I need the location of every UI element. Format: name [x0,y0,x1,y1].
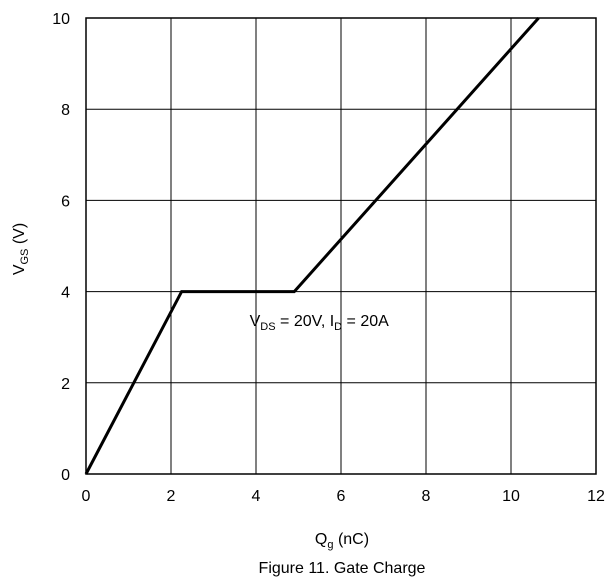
y-tick-label: 4 [61,285,70,302]
x-axis-label-subscript: g [327,539,333,551]
x-axis-label-suffix: (nC) [334,531,370,548]
annotation-text-part: = 20A [342,313,389,330]
y-tick-label: 10 [52,11,70,28]
y-axis-label: VGS (V) [11,223,31,275]
x-tick-label: 8 [422,488,431,505]
y-tick-label: 0 [61,467,70,484]
frame-layer [85,17,597,475]
annotation-label: VDS = 20V, ID = 20A [250,313,390,333]
figure-caption: Figure 11. Gate Charge [259,560,426,577]
series-line [84,17,540,475]
plot-frame [85,17,597,475]
grid-layer [86,18,596,474]
y-tick-label: 2 [61,376,70,393]
x-axis-label: Qg (nC) [315,531,369,551]
x-tick-label: 12 [587,488,605,505]
annotation-subscript: D [334,321,342,333]
annotation-text-part: V [250,313,261,330]
annotation-text-part: = 20V, I [276,313,335,330]
tick-layer: 0 2 4 6 8 10 12 0 2 4 6 8 10 [52,11,605,505]
series-layer [84,17,540,475]
annotation-subscript: DS [260,321,275,333]
y-axis-label-subscript: GS [19,249,31,265]
x-tick-label: 10 [502,488,520,505]
x-tick-label: 0 [82,488,91,505]
y-axis-label-suffix: (V) [11,223,28,249]
x-tick-label: 4 [252,488,261,505]
y-tick-label: 8 [61,102,70,119]
y-axis-label-main: V [11,264,28,275]
x-tick-label: 2 [167,488,176,505]
x-tick-label: 6 [337,488,346,505]
x-axis-label-main: Q [315,531,327,548]
y-tick-label: 6 [61,193,70,210]
